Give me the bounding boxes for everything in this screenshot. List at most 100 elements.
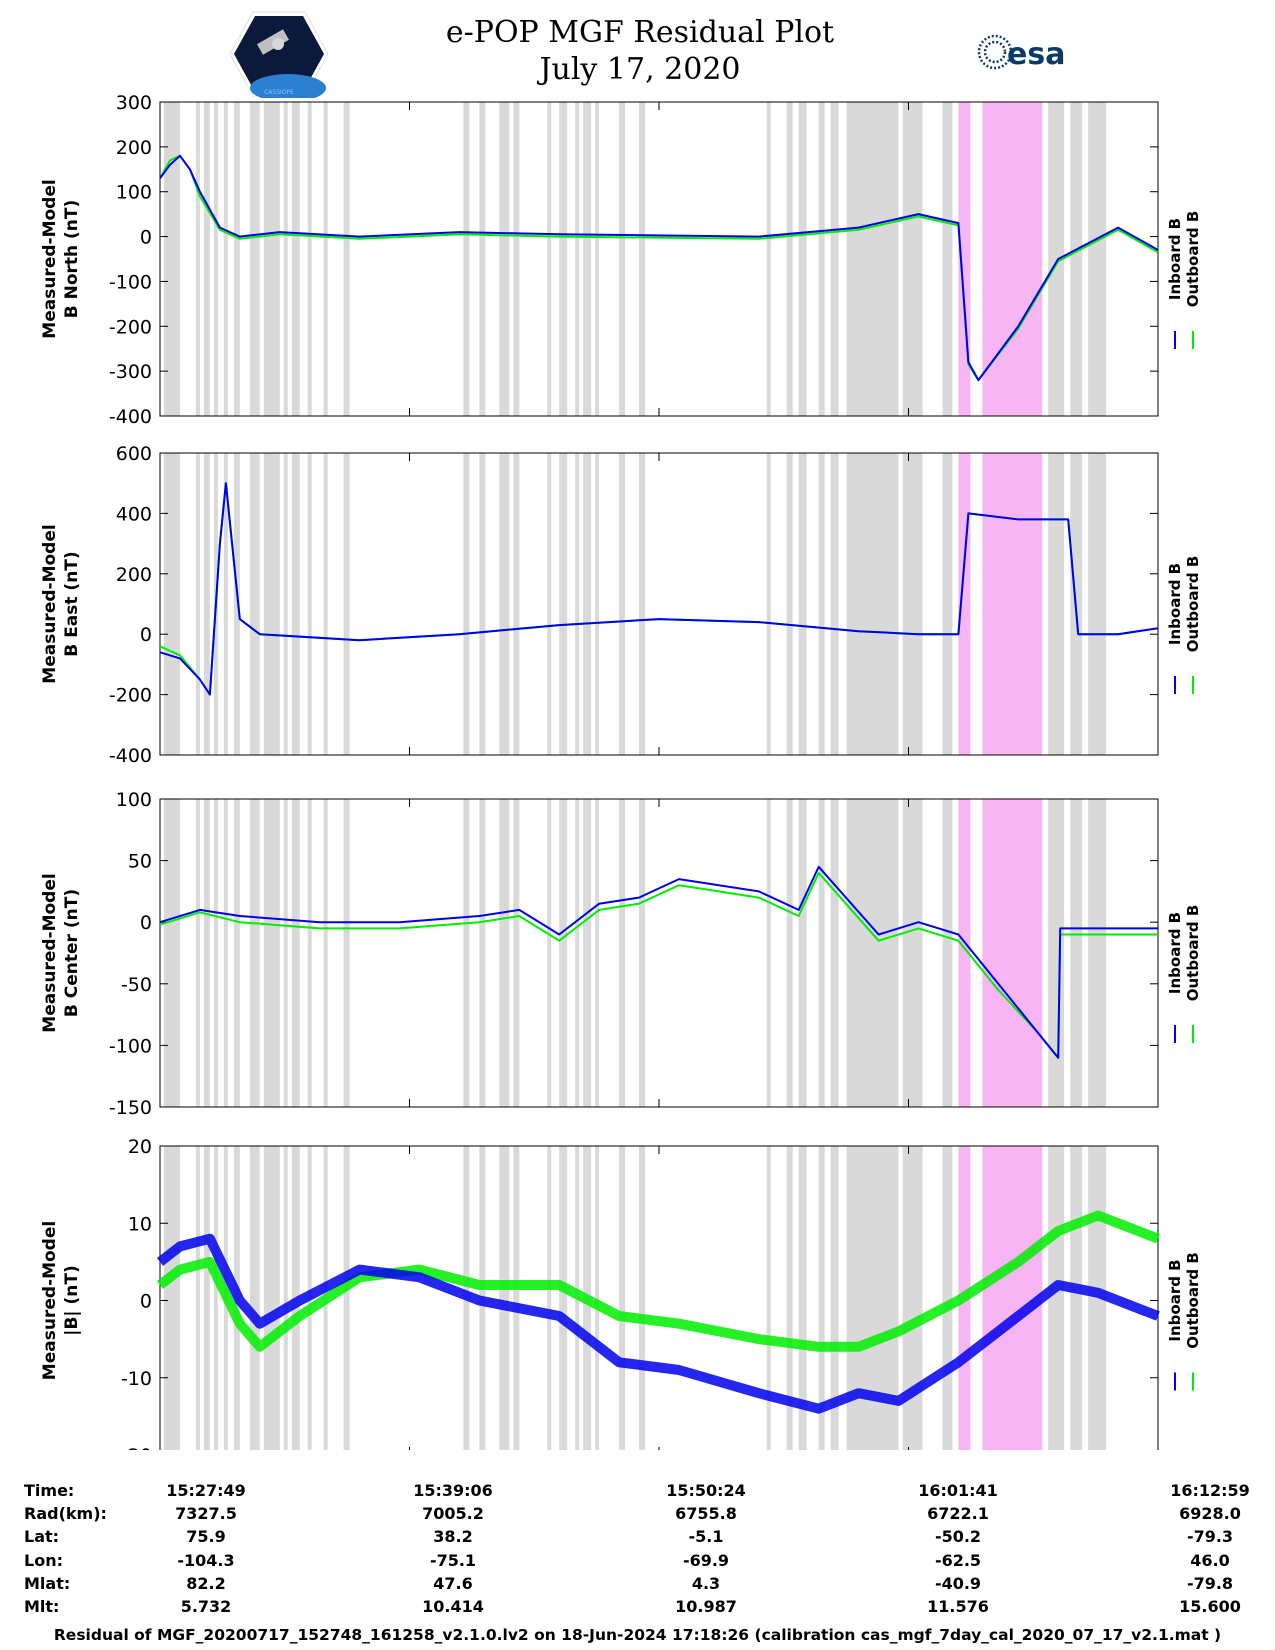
shade-band (213, 799, 218, 1107)
y-tick-label: 50 (128, 851, 152, 873)
shade-band (1088, 102, 1107, 416)
table-cell: 15:50:24 (666, 1481, 746, 1500)
table-cell: 38.2 (433, 1527, 473, 1546)
shade-band (323, 799, 328, 1107)
legend-text: Inboard BOutboard B (1166, 556, 1202, 653)
shade-band (766, 102, 771, 416)
shade-band (479, 102, 486, 416)
shade-band (307, 799, 312, 1107)
table-row-label: Mlat: (24, 1574, 71, 1593)
shade-band (830, 453, 839, 755)
highlight-band (958, 102, 971, 416)
shade-band (499, 102, 510, 416)
y-tick-label: 0 (140, 624, 152, 646)
table-cell: 75.9 (186, 1527, 226, 1546)
shade-band (619, 102, 626, 416)
series-inboard (159, 865, 1158, 1059)
y-tick-label: -400 (109, 745, 152, 767)
table-cell: 82.2 (186, 1574, 226, 1593)
panel-1: 300 200 100 0 -100 -200 -300 -400 Measured-Model… (40, 92, 1202, 428)
shade-band (818, 1146, 825, 1450)
shade-band (559, 453, 568, 755)
shade-band (163, 453, 180, 755)
shade-band (547, 799, 552, 1107)
shade-band (818, 453, 825, 755)
panel-2: 600 400 200 0 -200 -400 Measured-Model B East (… (40, 443, 1202, 767)
shade-band (263, 1146, 280, 1450)
legend-text: Inboard BOutboard B (1166, 211, 1202, 308)
shade-band (902, 799, 923, 1107)
shade-band (307, 102, 312, 416)
footer-caption: Residual of MGF_20200717_152748_161258_v… (53, 1626, 1222, 1644)
series-inboard (156, 1233, 1160, 1414)
shade-band (463, 102, 470, 416)
shade-band (195, 1146, 200, 1450)
shade-band (213, 1146, 218, 1450)
table-cell: 6928.0 (1179, 1504, 1241, 1523)
shade-band (203, 453, 210, 755)
title-line1: e-POP MGF Residual Plot (445, 15, 835, 50)
shade-band (249, 102, 260, 416)
table-row-label: Lat: (24, 1527, 60, 1546)
shade-band (223, 102, 228, 416)
table-cell: 6755.8 (675, 1504, 737, 1523)
shade-band (479, 799, 486, 1107)
esa-logo-text: esa (1007, 37, 1065, 72)
shade-band (233, 453, 240, 755)
table-cell: 15:27:49 (166, 1481, 246, 1500)
y-tick-label: -20 (121, 1445, 152, 1450)
title-line2: July 17, 2020 (539, 52, 741, 87)
shade-band (1070, 1146, 1083, 1450)
table-cell: 46.0 (1190, 1551, 1230, 1570)
shade-band (766, 1146, 771, 1450)
series-inboard (159, 482, 1159, 696)
table-row-label: Lon: (24, 1551, 63, 1570)
shade-band (547, 102, 552, 416)
shade-band (575, 102, 580, 416)
shade-band (323, 102, 328, 416)
y-axis-label: Measured-Model B East (nT) (40, 524, 82, 683)
shade-band (291, 799, 300, 1107)
shade-band (942, 799, 953, 1107)
shade-band (798, 102, 807, 416)
highlight-band (958, 799, 971, 1107)
shade-band (1070, 799, 1083, 1107)
shade-band (263, 102, 280, 416)
shade-band (1048, 453, 1065, 755)
shade-band (639, 102, 646, 416)
table-cell: 16:12:59 (1170, 1481, 1250, 1500)
shade-band (343, 453, 350, 755)
y-tick-label: -50 (121, 974, 152, 996)
shade-band (942, 1146, 953, 1450)
shade-band (595, 799, 600, 1107)
table-cell: 7005.2 (422, 1504, 484, 1523)
table-cell: -50.2 (934, 1527, 982, 1546)
shade-band (1088, 799, 1107, 1107)
shade-band (249, 453, 260, 755)
table-cell: -75.1 (429, 1551, 477, 1570)
shade-band (1048, 1146, 1065, 1450)
y-tick-label: 400 (116, 503, 152, 525)
shade-band (575, 453, 580, 755)
table-cell: -5.1 (688, 1527, 724, 1546)
shade-band (902, 1146, 923, 1450)
table-row-label: Time: (24, 1481, 75, 1500)
table-cell: -40.9 (934, 1574, 982, 1593)
table-row-label: Rad(km): (24, 1504, 107, 1523)
y-tick-label: 100 (116, 182, 152, 204)
shade-band (283, 1146, 288, 1450)
shade-band (1048, 102, 1065, 416)
table-cell: 47.6 (433, 1574, 473, 1593)
shade-band (283, 799, 288, 1107)
y-axis-label: Measured-Model B North (nT) (40, 179, 82, 338)
shade-band (291, 453, 300, 755)
shade-band (291, 102, 300, 416)
y-tick-label: 600 (116, 443, 152, 465)
shade-band (233, 102, 240, 416)
shade-band (195, 102, 200, 416)
shade-band (786, 1146, 793, 1450)
shade-band (499, 453, 510, 755)
shade-band (499, 799, 510, 1107)
shade-band (786, 453, 793, 755)
shade-band (547, 453, 552, 755)
